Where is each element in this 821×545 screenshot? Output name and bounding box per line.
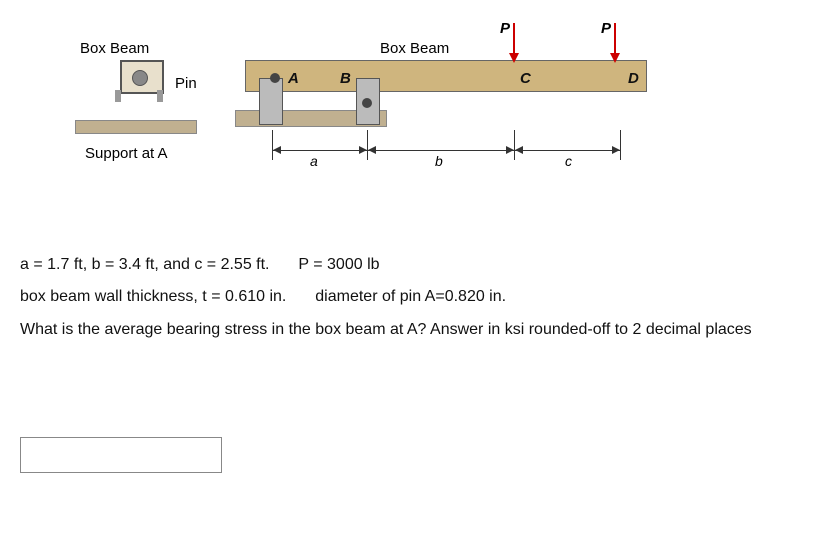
given-p: P = 3000 lb [298, 256, 379, 273]
problem-text: a = 1.7 ft, b = 3.4 ft, and c = 2.55 ft.… [20, 250, 801, 345]
answer-input[interactable] [20, 437, 222, 473]
pin-b-icon [362, 98, 372, 108]
dim-line-c [514, 150, 620, 151]
point-b-label: B [340, 70, 351, 87]
diagram: Box Beam Pin Support at A Box Beam A B C… [20, 20, 720, 220]
legend-box-beam-label: Box Beam [80, 40, 149, 57]
dim-line-b [367, 150, 514, 151]
dim-c-label: c [565, 153, 572, 169]
box-beam [245, 60, 647, 92]
bracket-a [259, 78, 283, 125]
given-pin-diameter: diameter of pin A=0.820 in. [315, 288, 506, 305]
dim-line-a [272, 150, 367, 151]
legend-pin-label: Pin [175, 75, 197, 92]
legend-support-icon [75, 120, 197, 134]
pin-a-icon [270, 73, 280, 83]
dim-tick [620, 130, 621, 160]
beam-top-label: Box Beam [380, 40, 449, 57]
given-abc: a = 1.7 ft, b = 3.4 ft, and c = 2.55 ft. [20, 256, 270, 273]
point-c-label: C [520, 70, 531, 87]
dim-b-label: b [435, 153, 443, 169]
legend-pin-icon [110, 60, 170, 100]
dim-tick [272, 130, 273, 160]
legend-support-label: Support at A [85, 145, 168, 162]
dim-a-label: a [310, 153, 318, 169]
dim-tick [367, 130, 368, 160]
point-d-label: D [628, 70, 639, 87]
dim-tick [514, 130, 515, 160]
point-a-label: A [288, 70, 299, 87]
question-text: What is the average bearing stress in th… [20, 315, 801, 345]
given-thickness: box beam wall thickness, t = 0.610 in. [20, 288, 286, 305]
